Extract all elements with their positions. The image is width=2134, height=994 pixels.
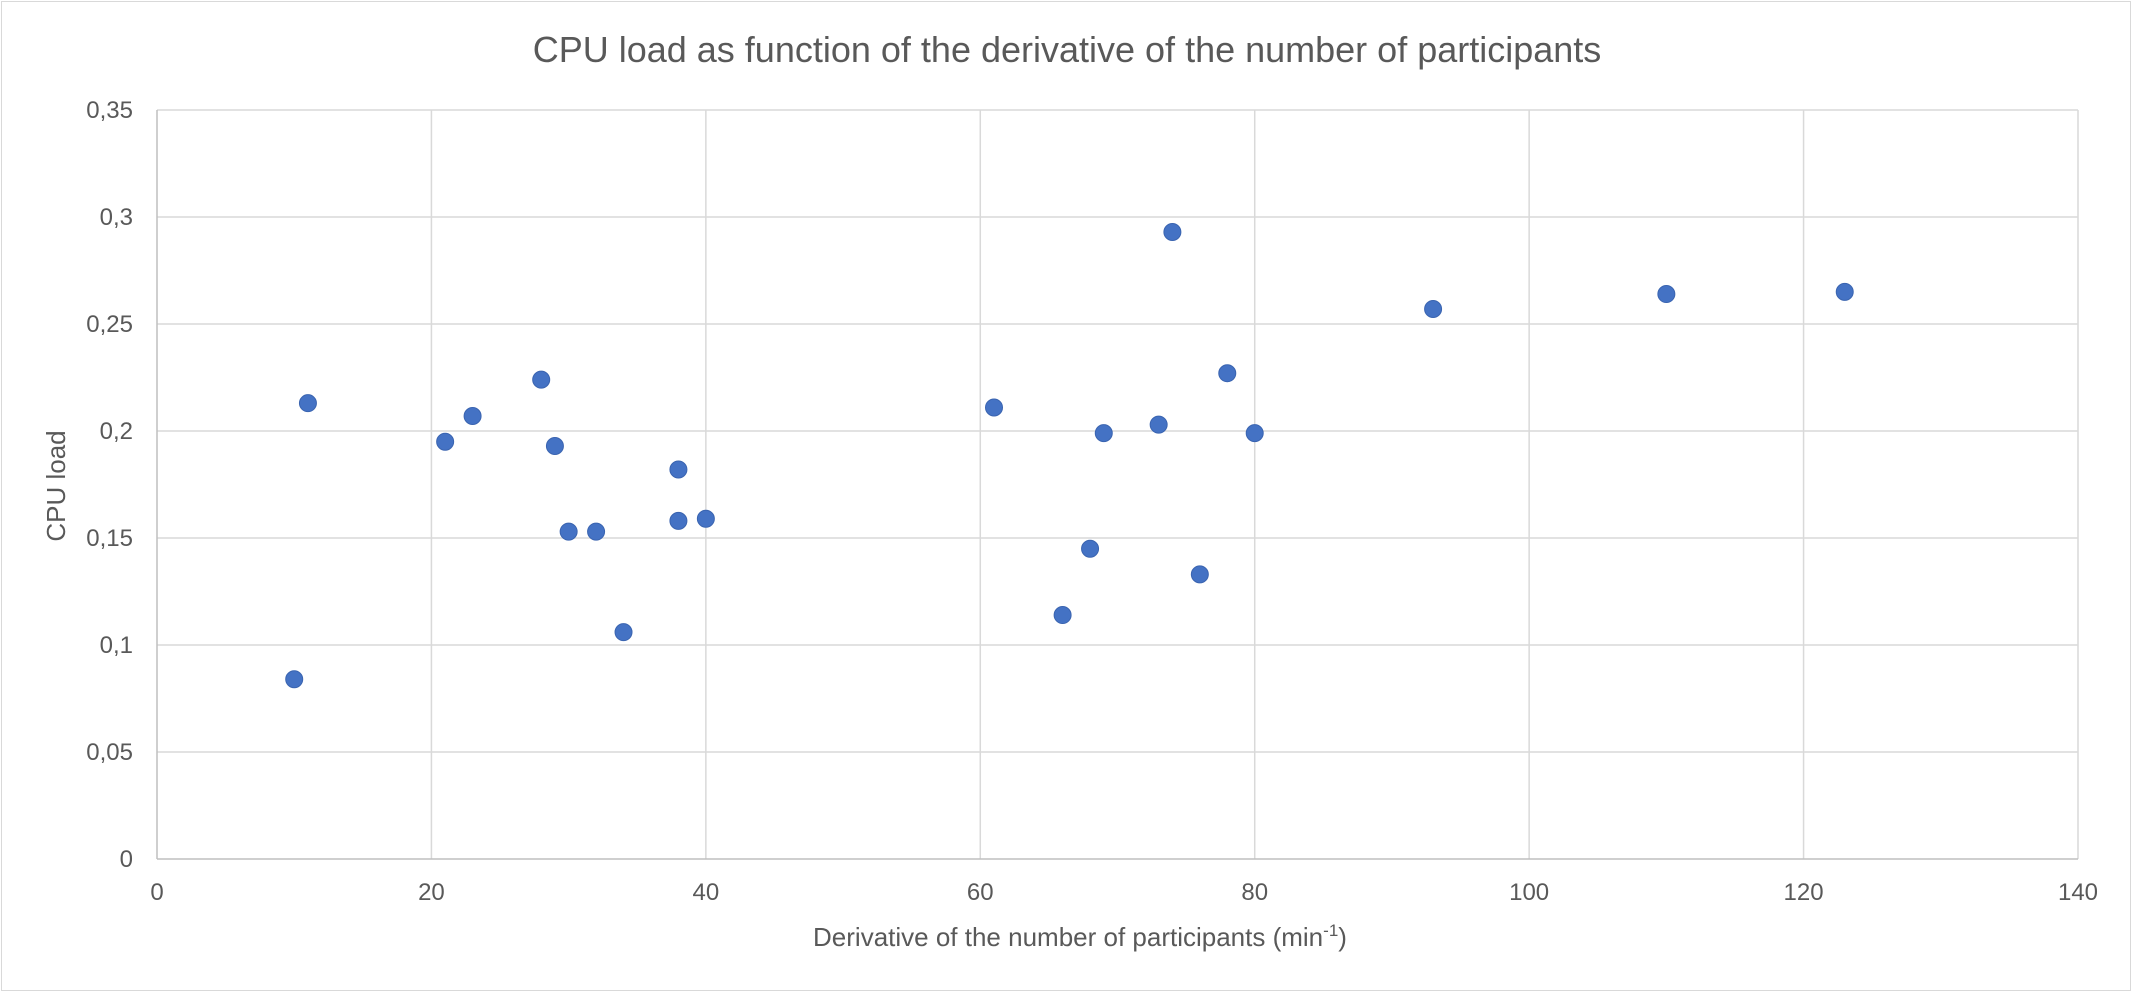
- x-tick-label: 0: [150, 879, 163, 906]
- data-point: [463, 407, 482, 426]
- data-point: [298, 394, 317, 413]
- data-point: [587, 522, 606, 541]
- data-point: [1053, 606, 1072, 625]
- data-point: [545, 436, 564, 455]
- data-point: [1424, 300, 1443, 319]
- x-tick-label: 60: [967, 879, 994, 906]
- data-point: [985, 398, 1004, 417]
- data-point: [285, 670, 304, 689]
- data-point: [614, 623, 633, 642]
- y-tick-label: 0: [120, 846, 133, 873]
- data-point: [436, 432, 455, 451]
- x-axis-title-suffix: ): [1338, 922, 1347, 952]
- axes: [156, 110, 2078, 860]
- data-point: [669, 511, 688, 530]
- data-point: [1149, 415, 1168, 434]
- data-point: [1081, 539, 1100, 558]
- data-point: [1094, 424, 1113, 443]
- x-tick-label: 140: [2058, 879, 2098, 906]
- gridlines: [157, 109, 2079, 859]
- x-tick-label: 20: [418, 879, 445, 906]
- data-point: [532, 370, 551, 389]
- data-point: [1218, 364, 1237, 383]
- x-axis-title-main: Derivative of the number of participants…: [813, 922, 1323, 952]
- y-tick-label: 0,1: [100, 632, 133, 659]
- data-point: [1835, 282, 1854, 301]
- y-tick-label: 0,2: [100, 418, 133, 445]
- x-axis-title-superscript: -1: [1323, 921, 1338, 940]
- x-tick-labels: 0 20 40 60 80 100 120 140: [150, 879, 2098, 906]
- data-point: [1245, 424, 1264, 443]
- data-point: [696, 509, 715, 528]
- y-tick-label: 0,15: [86, 525, 133, 552]
- y-tick-label: 0,05: [86, 739, 133, 766]
- x-tick-label: 100: [1509, 879, 1549, 906]
- y-axis-title: CPU load: [41, 430, 71, 541]
- x-axis-title: Derivative of the number of participants…: [813, 921, 1347, 952]
- data-point: [1657, 285, 1676, 304]
- data-points: [285, 222, 1854, 689]
- x-tick-label: 80: [1241, 879, 1268, 906]
- data-point: [1163, 222, 1182, 241]
- y-tick-label: 0,25: [86, 311, 133, 338]
- y-tick-label: 0,3: [100, 204, 133, 231]
- data-point: [559, 522, 578, 541]
- data-point: [1190, 565, 1209, 584]
- x-tick-label: 120: [1784, 879, 1824, 906]
- y-tick-labels: 0 0,05 0,1 0,15 0,2 0,25 0,3 0,35: [86, 97, 133, 873]
- y-tick-label: 0,35: [86, 97, 133, 124]
- x-tick-label: 40: [693, 879, 720, 906]
- data-point: [669, 460, 688, 479]
- chart-title: CPU load as function of the derivative o…: [533, 29, 1602, 70]
